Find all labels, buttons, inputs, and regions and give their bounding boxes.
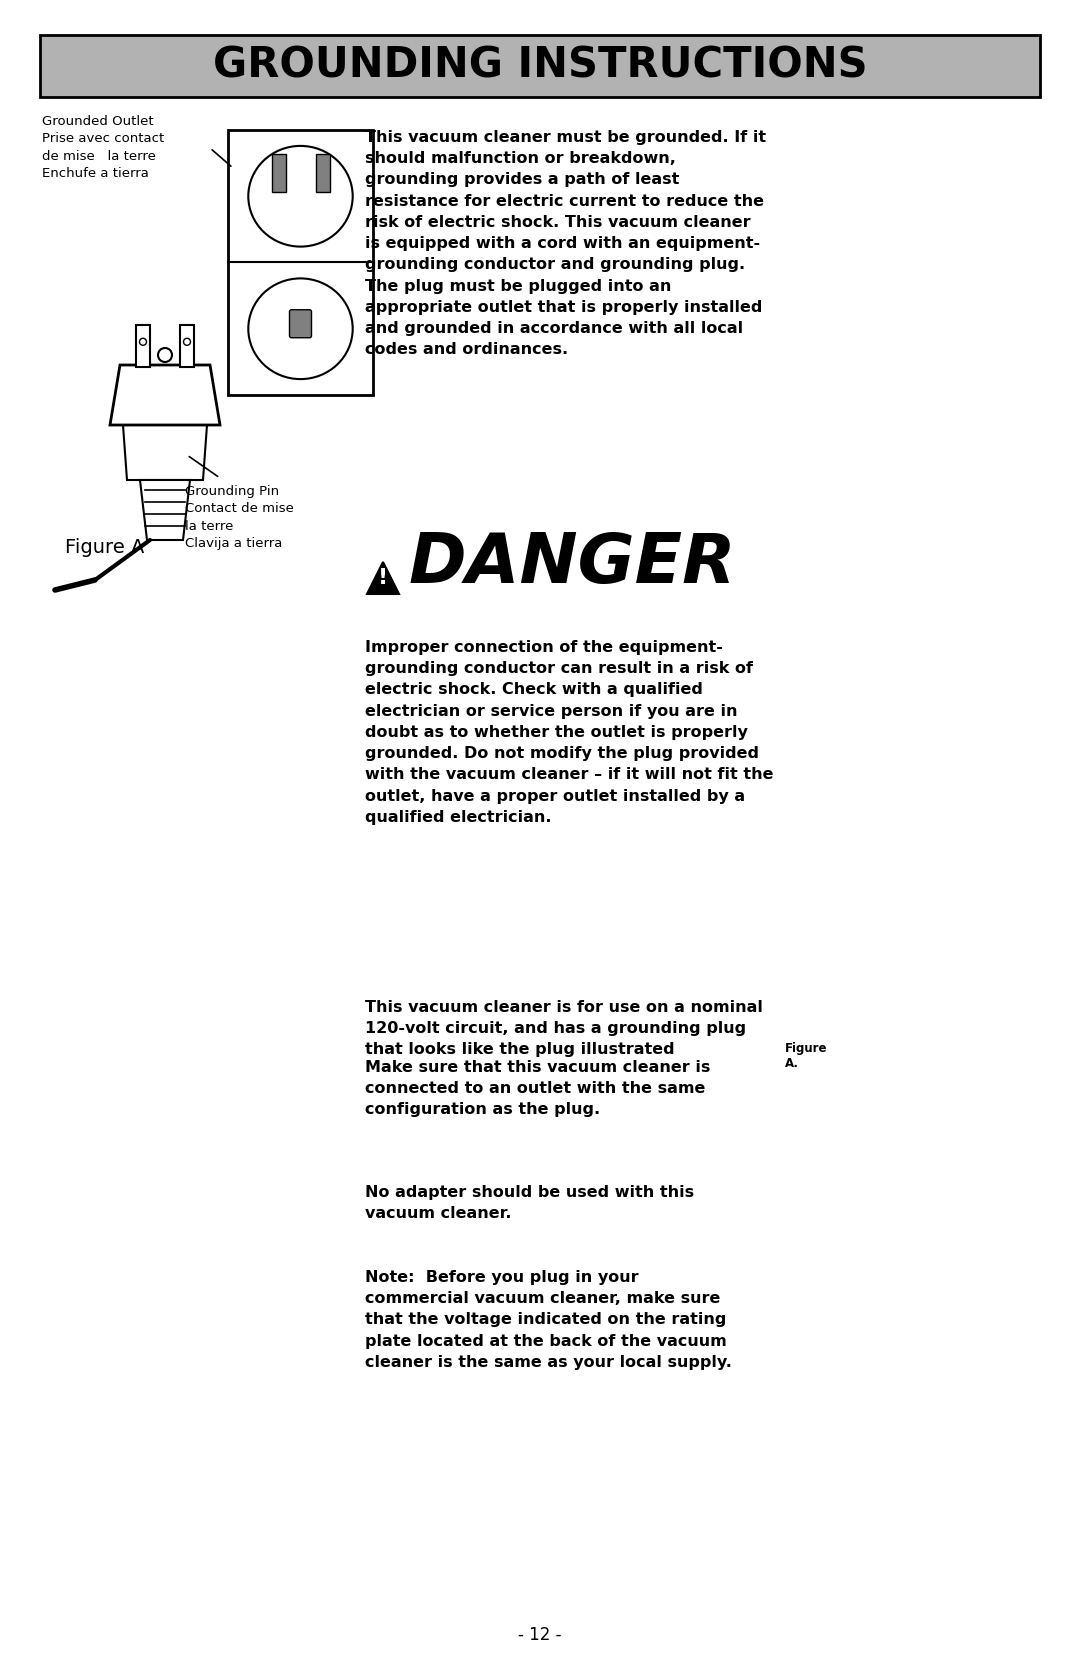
Polygon shape: [140, 481, 190, 541]
Text: No adapter should be used with this
vacuum cleaner.: No adapter should be used with this vacu…: [365, 1185, 694, 1222]
Circle shape: [184, 339, 190, 345]
Polygon shape: [123, 426, 207, 481]
Bar: [136, 325, 150, 367]
Text: DANGER: DANGER: [409, 531, 737, 598]
Circle shape: [139, 339, 147, 345]
Text: GROUNDING INSTRUCTIONS: GROUNDING INSTRUCTIONS: [213, 45, 867, 87]
Text: This vacuum cleaner is for use on a nominal
120-volt circuit, and has a groundin: This vacuum cleaner is for use on a nomi…: [365, 1000, 762, 1058]
Text: Grounded Outlet
Prise avec contact
de mise   la terre
Enchufe a tierra: Grounded Outlet Prise avec contact de mi…: [42, 115, 164, 180]
Text: - 12 -: - 12 -: [518, 1626, 562, 1644]
Text: Figure A: Figure A: [65, 537, 145, 557]
FancyBboxPatch shape: [289, 310, 311, 337]
Bar: [228, 130, 373, 396]
Ellipse shape: [248, 279, 353, 379]
Text: Grounding Pin
Contact de mise
la terre
Clavija a tierra: Grounding Pin Contact de mise la terre C…: [185, 486, 294, 551]
Text: Make sure that this vacuum cleaner is
connected to an outlet with the same
confi: Make sure that this vacuum cleaner is co…: [365, 1060, 711, 1118]
Text: Figure: Figure: [785, 1041, 827, 1055]
Polygon shape: [110, 366, 220, 426]
Bar: [271, 154, 285, 192]
Bar: [180, 325, 194, 367]
Bar: [315, 154, 329, 192]
Text: This vacuum cleaner must be grounded. If it
should malfunction or breakdown,
gro: This vacuum cleaner must be grounded. If…: [365, 130, 766, 357]
Text: Improper connection of the equipment-
grounding conductor can result in a risk o: Improper connection of the equipment- gr…: [365, 639, 773, 824]
Text: !: !: [378, 567, 388, 587]
Ellipse shape: [248, 145, 353, 247]
Bar: [40, 35, 1040, 97]
Circle shape: [158, 349, 172, 362]
Polygon shape: [367, 562, 399, 594]
Text: A.: A.: [785, 1056, 799, 1070]
Text: Note:  Before you plug in your
commercial vacuum cleaner, make sure
that the vol: Note: Before you plug in your commercial…: [365, 1270, 732, 1370]
